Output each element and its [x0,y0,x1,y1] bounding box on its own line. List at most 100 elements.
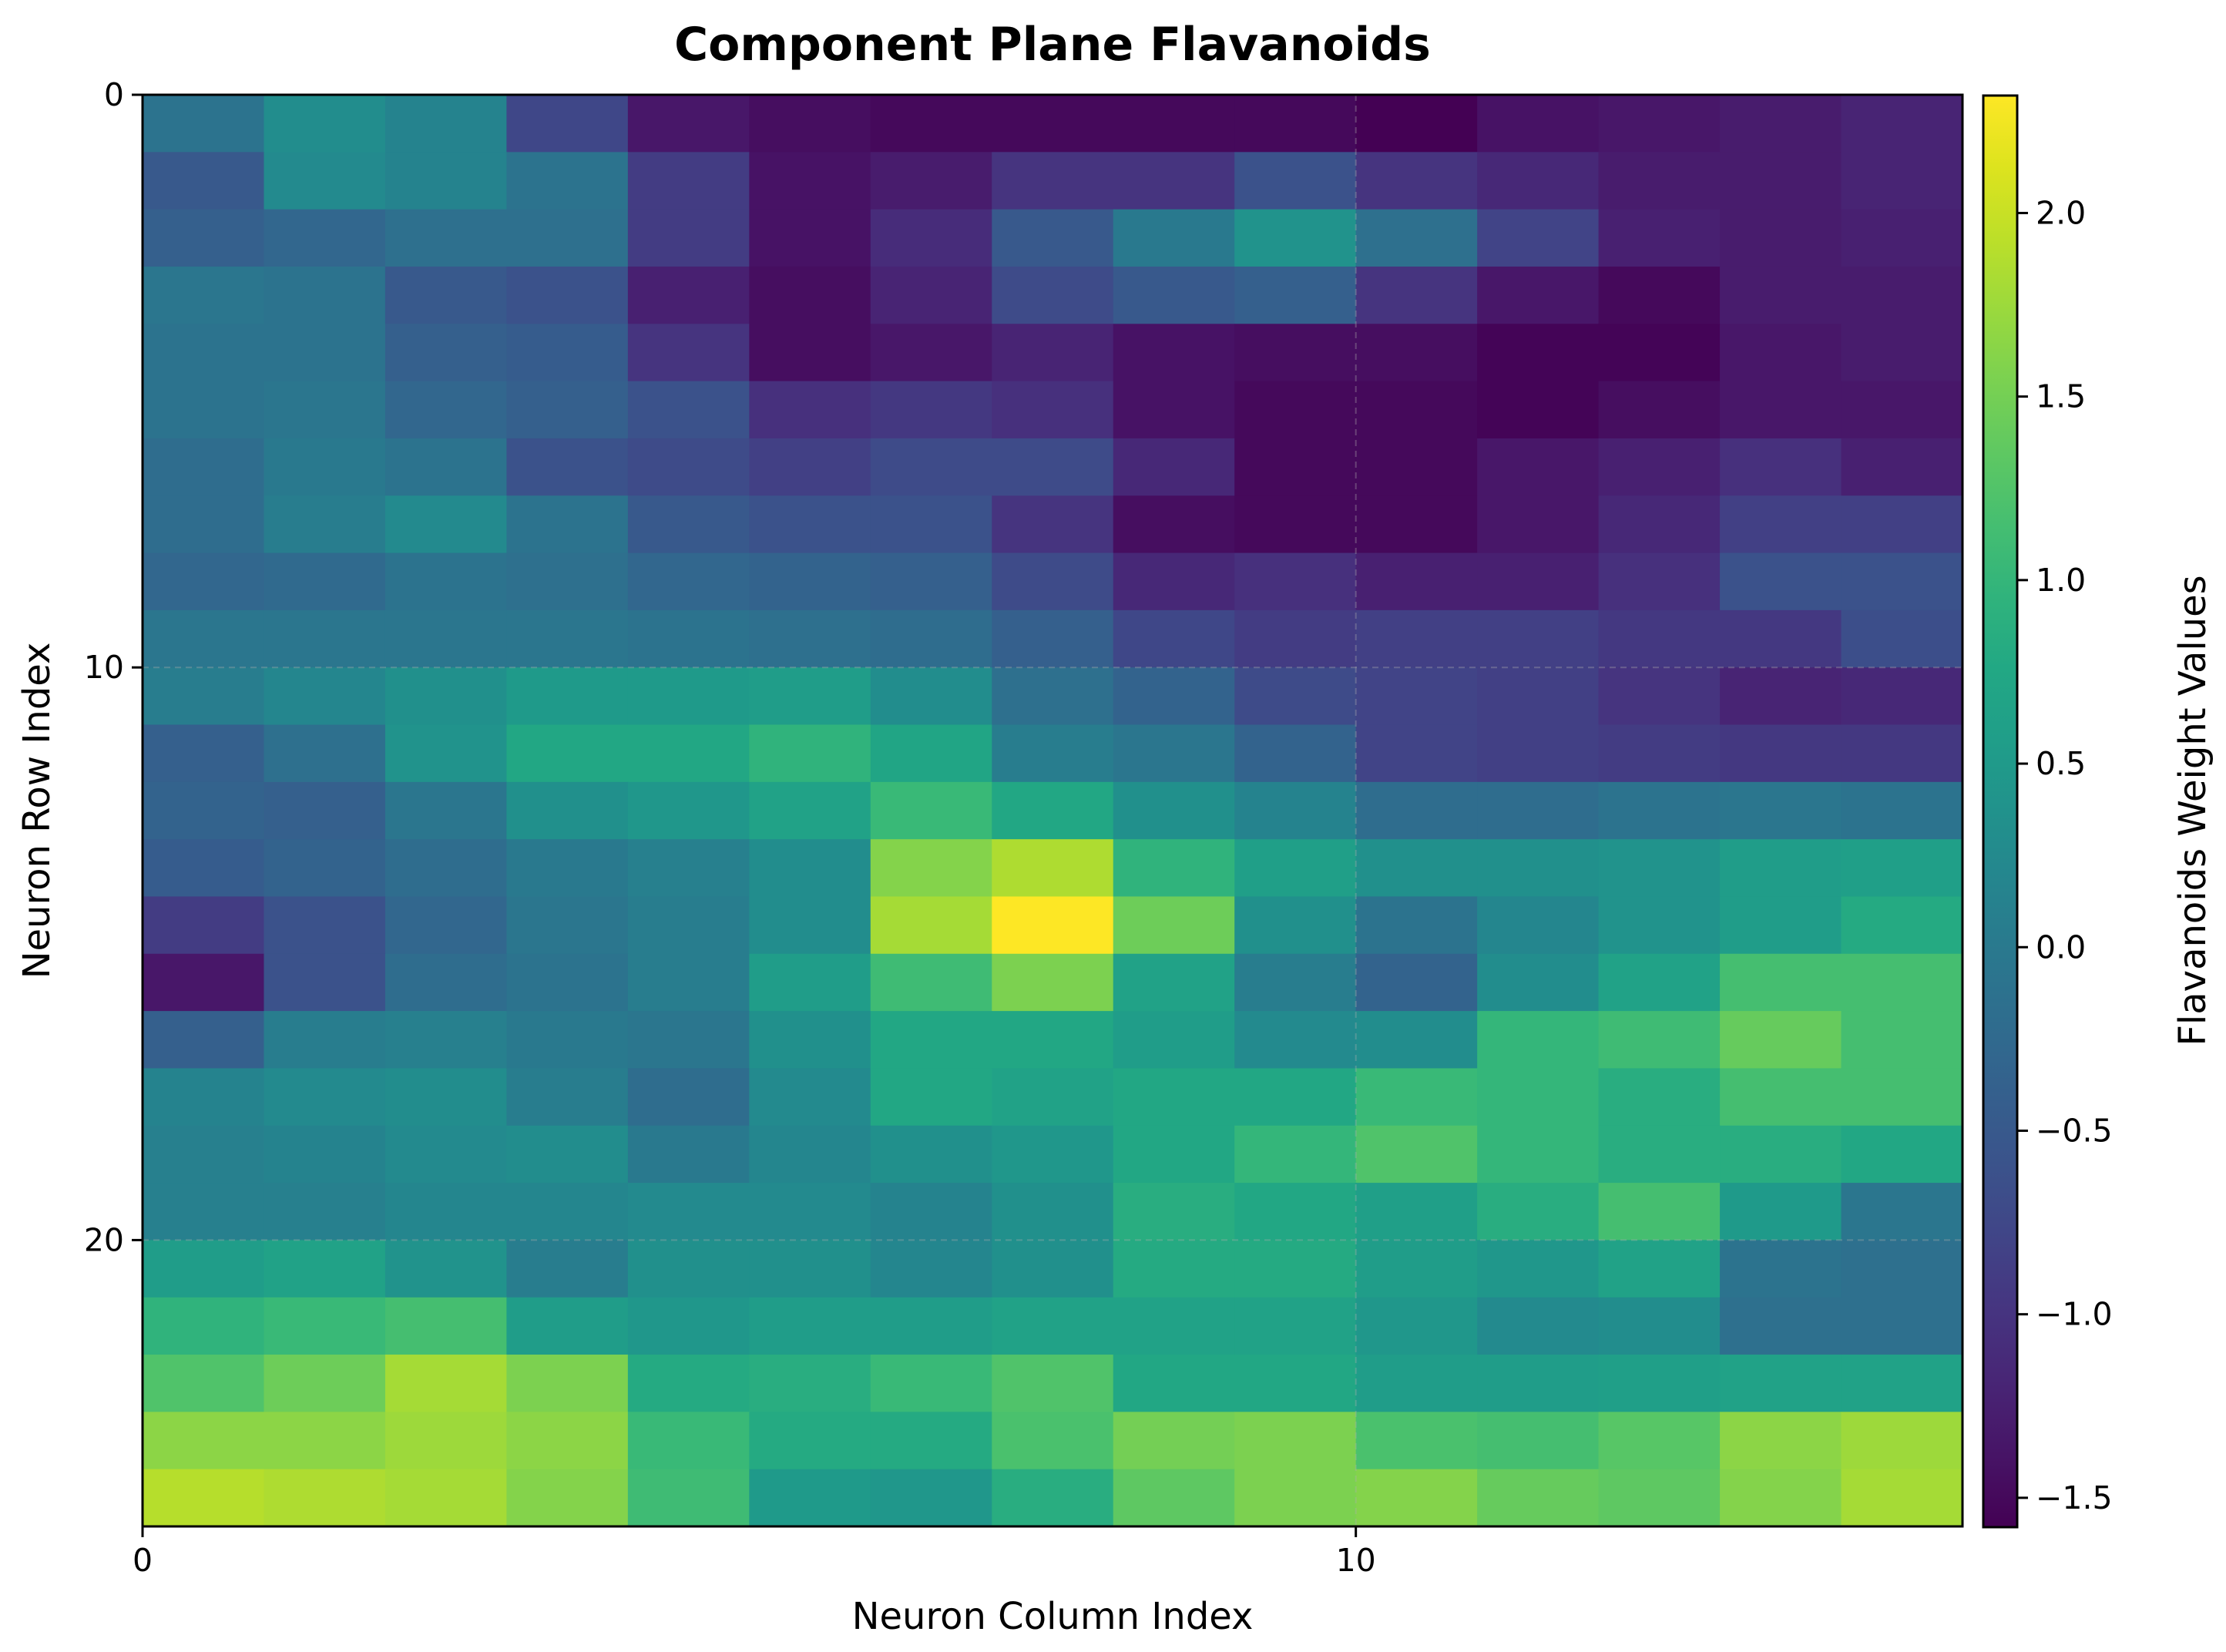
heatmap-cell [627,266,750,324]
heatmap-cell [264,495,386,554]
heatmap-cell [1841,495,1963,554]
heatmap-cell [870,95,992,153]
heatmap-cell [627,324,750,382]
heatmap-cell [1720,1469,1842,1527]
heatmap-cell [506,1297,629,1355]
heatmap-cell [627,438,750,496]
heatmap-cell [264,667,386,726]
heatmap-cell [1113,1412,1235,1470]
heatmap-cell [1234,1011,1357,1069]
plot-frame [141,93,1964,1528]
x-tick-label: 10 [1336,1542,1376,1579]
heatmap-cell [627,896,750,955]
heatmap-cell [627,381,750,439]
heatmap-cell [1234,1297,1357,1355]
heatmap-cell [1598,438,1721,496]
heatmap-cell [384,1240,507,1298]
heatmap-cell [264,896,386,955]
heatmap-cell [627,1011,750,1069]
heatmap-cell [143,609,265,668]
heatmap-cell [1841,953,1963,1012]
heatmap-cell [870,495,992,554]
heatmap-cell [1113,839,1235,898]
heatmap-cell [1113,381,1235,439]
heatmap-cell [143,152,265,210]
heatmap-cell [749,381,871,439]
heatmap-cell [264,1183,386,1241]
heatmap-cell [384,839,507,898]
heatmap-cell [1234,839,1357,898]
heatmap-cell [506,839,629,898]
colorbar-ticks: 2.0 1.5 1.0 0.5 0.0 −0.5 −1.0 −1.5 [2017,194,2113,1516]
heatmap-cell [506,1068,629,1127]
heatmap-cell [1720,381,1842,439]
heatmap-cell [506,1125,629,1184]
heatmap-cell [264,266,386,324]
heatmap-cell [749,95,871,153]
heatmap-cell [1355,552,1478,611]
heatmap-cell [1598,1412,1721,1470]
heatmap-cell [992,1240,1114,1298]
heatmap-cell [1355,1068,1478,1127]
heatmap-cell [1598,1355,1721,1412]
heatmap-cell [384,209,507,267]
heatmap-cell [870,209,992,267]
heatmap-cell [870,1240,992,1298]
x-axis-label: Neuron Column Index [852,1595,1254,1638]
heatmap-cell [627,1412,750,1470]
heatmap-cell [1355,495,1478,554]
heatmap-cell [1113,609,1235,668]
heatmap-cell [870,152,992,210]
heatmap-cell [506,896,629,955]
heatmap-cell [1720,1412,1842,1470]
colorbar-tick-label: −1.5 [2036,1479,2113,1516]
heatmap-cell [1113,266,1235,324]
heatmap-cell [1113,1355,1235,1412]
colorbar-label: Flavanoids Weight Values [2171,575,2214,1046]
heatmap-cell [1477,1011,1600,1069]
heatmap-cell [1598,1469,1721,1527]
heatmap-cell [1234,552,1357,611]
heatmap-cell [1841,1355,1963,1412]
heatmap-cell [1234,1469,1357,1527]
heatmap-cell [992,152,1114,210]
heatmap-cell [1598,495,1721,554]
heatmap-cell [992,552,1114,611]
heatmap-cell [1113,495,1235,554]
heatmap-cell [1234,95,1357,153]
heatmap-cell [1720,1183,1842,1241]
y-tick-label: 20 [84,1221,124,1258]
heatmap-cell [1113,667,1235,726]
heatmap-cell [1841,209,1963,267]
heatmap-cell [506,1011,629,1069]
y-axis-ticks: 0 10 20 [84,76,143,1258]
heatmap-cell [992,1297,1114,1355]
heatmap-cell [1477,667,1600,726]
heatmap-cell [627,781,750,840]
colorbar-tick-label: −0.5 [2036,1112,2113,1149]
heatmap-cell [1234,209,1357,267]
heatmap-cell [143,266,265,324]
heatmap-cell [1234,781,1357,840]
heatmap-cell [264,781,386,840]
heatmap-cell [627,1125,750,1184]
heatmap-cells [143,95,1963,1527]
heatmap-cell [143,552,265,611]
heatmap-cell [627,1469,750,1527]
heatmap-cell [1355,1183,1478,1241]
heatmap-cell [264,1068,386,1127]
heatmap-cell [384,1297,507,1355]
heatmap-cell [1477,724,1600,783]
heatmap-cell [1113,438,1235,496]
heatmap-cell [870,896,992,955]
heatmap-cell [264,1412,386,1470]
heatmap-cell [264,1011,386,1069]
heatmap-cell [1841,896,1963,955]
heatmap-cell [506,953,629,1012]
heatmap-cell [1720,495,1842,554]
colorbar [1982,94,2019,1529]
heatmap-cell [1113,1125,1235,1184]
heatmap-cell [1841,1011,1963,1069]
heatmap-cell [749,1355,871,1412]
